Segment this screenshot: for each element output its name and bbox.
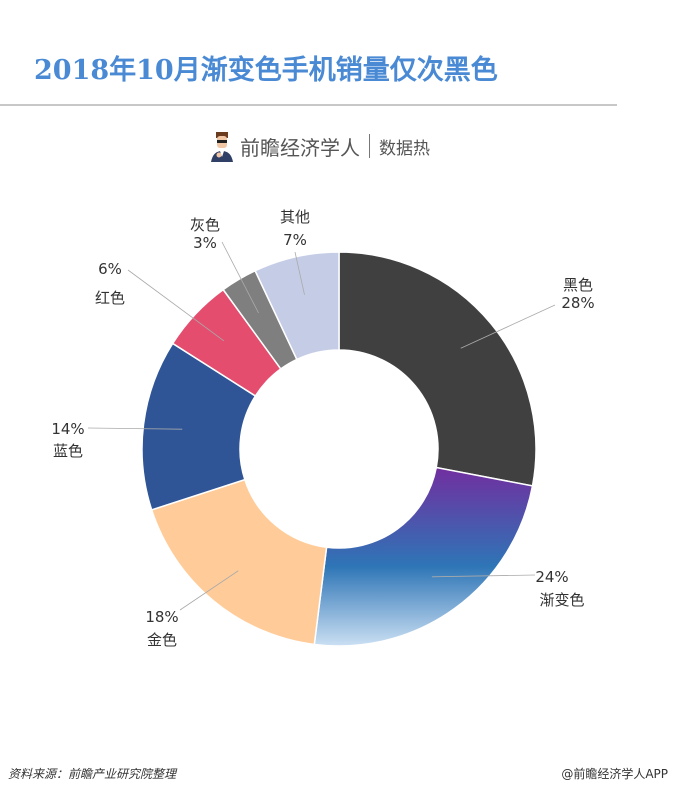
brand-name: 前瞻经济学人 [240, 135, 360, 160]
slice-percent-label: 14% [51, 420, 84, 438]
brand-logo: 前瞻经济学人 数据热 [210, 130, 430, 162]
leader-line-6 [294, 251, 305, 295]
leader-line-4 [127, 269, 225, 342]
donut-slice-6 [254, 251, 340, 361]
page-title: 2018年10月渐变色手机销量仅次黑色 [34, 55, 498, 86]
slice-percent-label: 3% [193, 234, 217, 252]
slice-name-label: 金色 [147, 631, 177, 649]
source-note: 资料来源：前瞻产业研究院整理 [8, 767, 177, 781]
slice-percent-label: 24% [535, 568, 568, 586]
slice-name-label: 蓝色 [53, 442, 83, 460]
slice-percent-label: 6% [98, 260, 122, 278]
brand-subtitle: 数据热 [379, 138, 430, 159]
credit-note: @前瞻经济学人APP [561, 767, 668, 781]
slice-percent-label: 28% [561, 294, 594, 312]
slice-name-label: 黑色 [563, 276, 593, 294]
title-divider [0, 104, 617, 106]
leader-line-0 [460, 304, 556, 349]
donut-slice-0 [338, 251, 537, 487]
slice-name-label: 其他 [280, 208, 310, 226]
slice-percent-label: 7% [283, 231, 307, 249]
economist-avatar-icon [211, 132, 233, 162]
slice-name-label: 红色 [95, 289, 125, 307]
leader-line-5 [221, 241, 259, 314]
leader-line-2 [179, 570, 239, 611]
slice-name-label: 渐变色 [539, 591, 584, 609]
slice-percent-label: 18% [145, 608, 178, 626]
donut-slice-1 [313, 466, 534, 647]
donut-slice-2 [150, 478, 328, 646]
leader-line-3 [87, 427, 183, 430]
brand-separator [369, 134, 370, 158]
leader-line-1 [431, 574, 536, 578]
slice-name-label: 灰色 [190, 216, 220, 234]
